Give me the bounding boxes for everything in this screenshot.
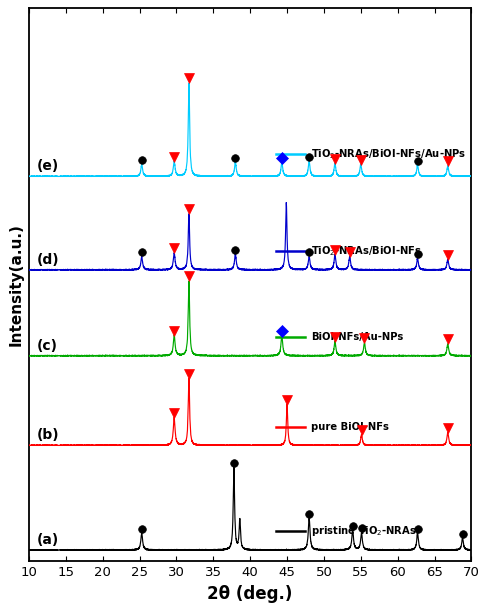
Text: (c): (c) (36, 338, 57, 353)
Text: pristine TiO$_2$-NRAs: pristine TiO$_2$-NRAs (311, 524, 417, 538)
Text: (a): (a) (36, 533, 59, 547)
Y-axis label: Intensity(a.u.): Intensity(a.u.) (8, 224, 23, 346)
Text: pure BiOI-NFs: pure BiOI-NFs (311, 422, 389, 432)
Text: (e): (e) (36, 159, 59, 174)
Text: TiO$_2$-NRAs/BiOI-NFs/Au-NPs: TiO$_2$-NRAs/BiOI-NFs/Au-NPs (311, 147, 467, 161)
Text: BiOI-NFs/Au-NPs: BiOI-NFs/Au-NPs (311, 332, 404, 342)
Text: (b): (b) (36, 428, 59, 442)
X-axis label: 2θ (deg.): 2θ (deg.) (207, 585, 293, 602)
Text: TiO$_2$-NRAs/BiOI-NFs: TiO$_2$-NRAs/BiOI-NFs (311, 244, 422, 258)
Text: (d): (d) (36, 253, 59, 267)
